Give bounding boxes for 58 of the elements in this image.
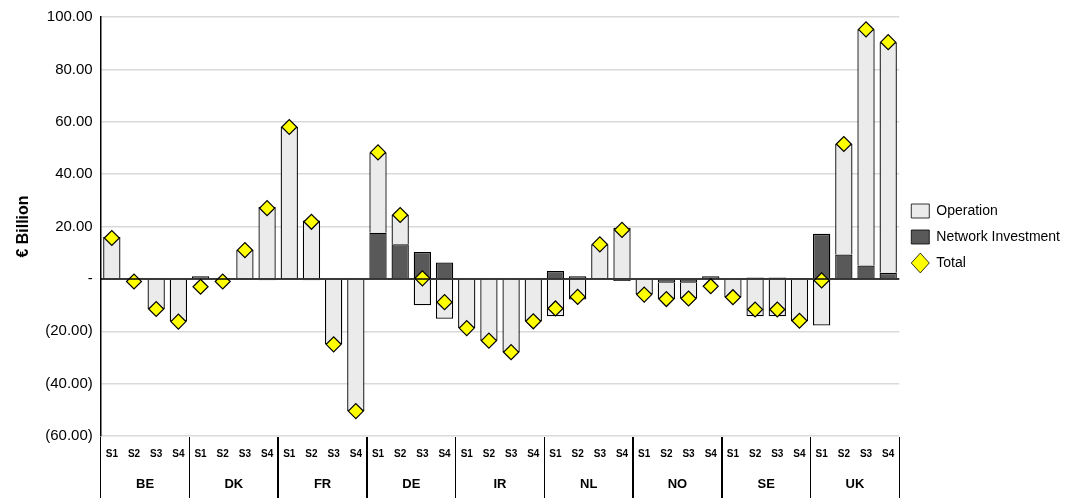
y-tick-label: 20.00 <box>55 216 93 234</box>
x-tick-label: S1 <box>460 447 474 459</box>
x-tick-label: S4 <box>438 447 452 459</box>
x-tick-label: S1 <box>105 447 119 459</box>
text: DK <box>224 475 244 491</box>
x-tick-label: S4 <box>882 447 895 459</box>
x-tick-label: S3 <box>238 447 252 459</box>
text: SE <box>757 475 776 491</box>
x-tick-label: S3 <box>859 447 873 459</box>
x-tick-label: S1 <box>638 447 651 459</box>
x-tick-label: S2 <box>305 447 319 459</box>
x-tick-label: S2 <box>837 447 851 459</box>
x-tick-label: S4 <box>172 447 185 459</box>
x-tick-label: S3 <box>327 447 341 459</box>
x-tick-label: S2 <box>127 447 141 459</box>
x-tick-label: S2 <box>571 447 585 459</box>
y-tick-label: 80.00 <box>55 59 93 77</box>
x-tick-label: S4 <box>527 447 540 459</box>
legend-label: Operation <box>936 201 998 218</box>
y-tick-label: (20.00) <box>45 321 93 339</box>
x-tick-label: S2 <box>748 447 762 459</box>
x-tick-label: S1 <box>371 447 385 459</box>
text: DE <box>402 475 421 491</box>
legend-label: Network Investment <box>936 227 1061 244</box>
x-tick-label: S3 <box>416 447 429 459</box>
x-tick-label: S3 <box>504 447 518 459</box>
x-tick-label: S2 <box>660 447 673 459</box>
legend-label: Total <box>936 253 966 270</box>
x-tick-label: S3 <box>682 447 696 459</box>
x-tick-label: S3 <box>593 447 607 459</box>
x-tick-label: S4 <box>615 447 629 459</box>
y-tick-label: (60.00) <box>45 426 93 444</box>
y-tick-label: 40.00 <box>55 164 93 182</box>
y-tick-label: 60.00 <box>55 111 93 129</box>
y-axis-title: € Billion <box>14 195 32 258</box>
x-tick-label: S1 <box>194 447 208 459</box>
x-tick-label: S1 <box>283 447 296 459</box>
x-tick-label: S2 <box>394 447 407 459</box>
x-tick-label: S4 <box>260 447 274 459</box>
x-tick-label: S4 <box>793 447 807 459</box>
text: NO <box>667 475 688 491</box>
x-tick-label: S4 <box>704 447 718 459</box>
text: NL <box>580 475 598 491</box>
x-tick-label: S3 <box>150 447 163 459</box>
text: UK <box>845 475 865 491</box>
x-tick-label: S1 <box>815 447 829 459</box>
x-tick-label: S4 <box>349 447 363 459</box>
y-tick-label: (40.00) <box>45 373 93 391</box>
x-tick-label: S3 <box>771 447 784 459</box>
text: BE <box>136 475 155 491</box>
x-tick-label: S1 <box>726 447 740 459</box>
y-tick-label: 100.00 <box>46 7 93 25</box>
x-tick-label: S2 <box>216 447 230 459</box>
y-tick-label: - <box>87 269 93 287</box>
text: IR <box>493 475 508 491</box>
x-tick-label: S1 <box>549 447 563 459</box>
x-tick-label: S2 <box>482 447 496 459</box>
text: FR <box>313 475 332 491</box>
